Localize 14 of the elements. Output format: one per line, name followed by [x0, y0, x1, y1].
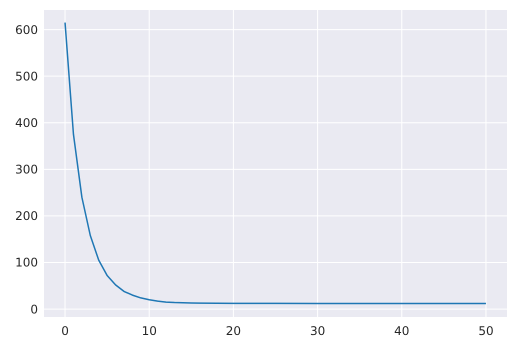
x-tick-label: 30 — [310, 324, 326, 338]
y-tick-label: 200 — [15, 209, 38, 224]
y-tick-label: 100 — [15, 256, 38, 270]
line-series — [64, 22, 487, 304]
x-tick-label: 50 — [478, 324, 494, 338]
y-tick-label: 0 — [30, 302, 38, 316]
x-tick-label: 40 — [394, 324, 410, 338]
x-tick-label: 0 — [61, 324, 69, 338]
y-tick-label: 400 — [15, 116, 38, 130]
y-tick-label: 300 — [15, 162, 38, 177]
y-tick-label: 600 — [15, 22, 38, 37]
x-tick-label: 20 — [226, 324, 242, 338]
y-tick-label: 500 — [15, 69, 38, 84]
x-tick-label: 10 — [142, 324, 157, 338]
